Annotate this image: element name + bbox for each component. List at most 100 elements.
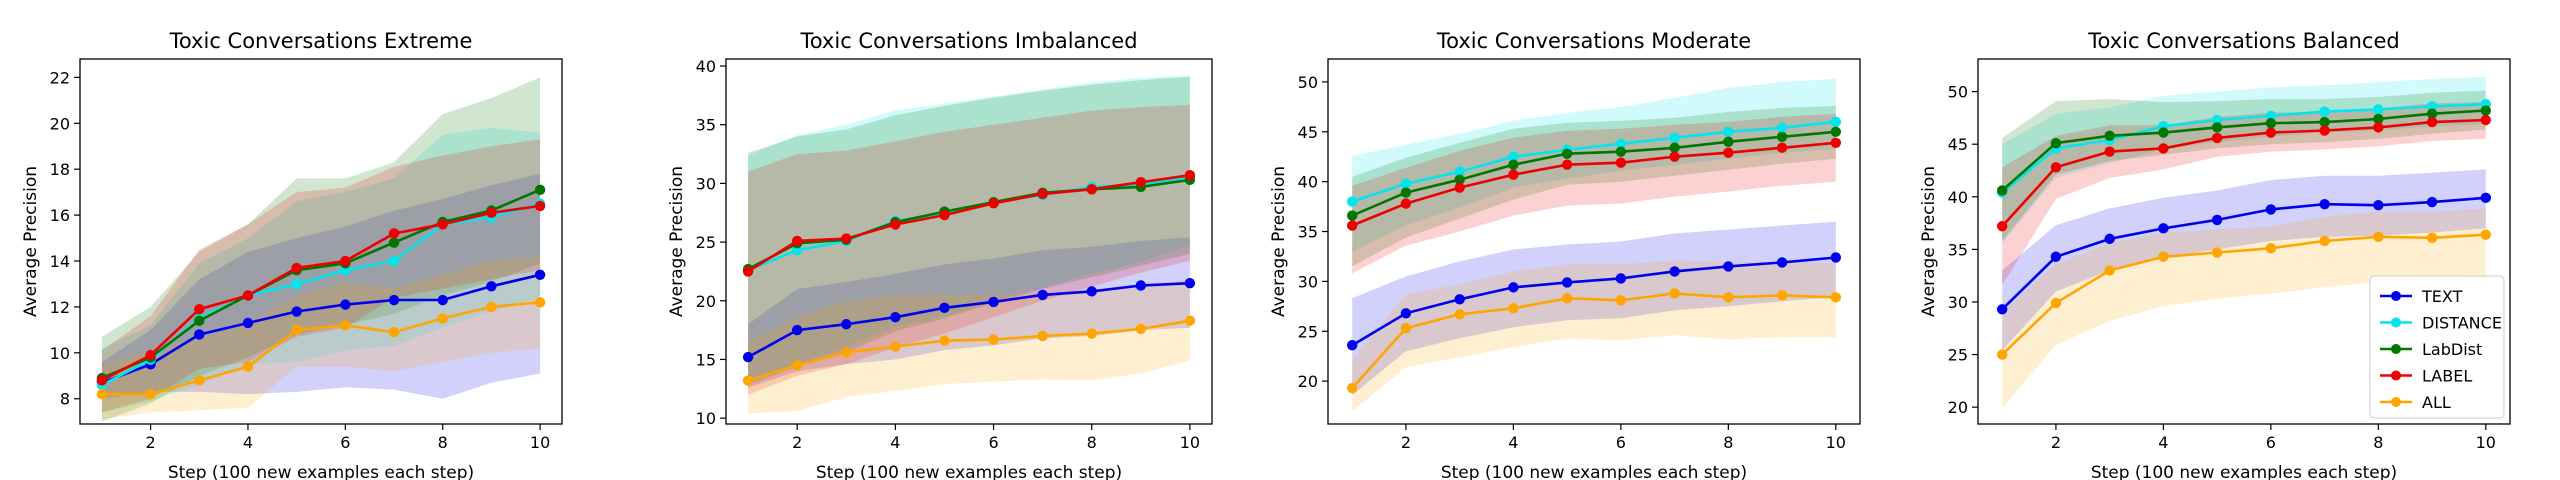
data-point-label (939, 209, 950, 221)
x-tick-label: 2 (146, 433, 156, 452)
x-tick-label: 8 (1087, 433, 1097, 452)
y-axis-label: Average Precision (1919, 166, 1939, 317)
band-all (1352, 260, 1836, 411)
data-point-text (2480, 192, 2492, 204)
data-point-label (791, 235, 803, 247)
plot-frame (1977, 58, 2511, 425)
chart-panel-2: 2 4 6 8 10 10 15 20 25 30 35 40 Toxic Conversations … (667, 29, 1213, 480)
data-point-label (291, 262, 302, 274)
data-point-all (742, 375, 754, 386)
x-tick-label: 2 (2051, 433, 2061, 452)
data-point-label (2426, 116, 2438, 128)
band-labdist (101, 77, 541, 422)
data-point-labdist (388, 237, 400, 248)
chart-title: Toxic Conversations Extreme (169, 29, 473, 53)
data-point-all (145, 388, 156, 400)
legend-box (2369, 275, 2505, 419)
x-tick-label: 8 (438, 433, 448, 452)
y-axis-label: Average Precision (1269, 166, 1289, 317)
y-tick-label: 10 (50, 344, 70, 363)
data-point-text (2211, 214, 2223, 226)
legend-swatch-marker (2391, 344, 2401, 354)
data-point-all (1669, 288, 1680, 299)
data-point-distance (1346, 196, 1358, 207)
data-point-all (1037, 330, 1048, 342)
series-line-text (101, 273, 541, 384)
data-point-text (2050, 251, 2062, 262)
y-tick-label: 12 (50, 298, 70, 317)
data-point-all (437, 313, 448, 324)
data-point-label (890, 219, 901, 230)
data-point-distance (1615, 138, 1627, 149)
x-tick-label: 4 (2158, 433, 2168, 452)
y-tick-label: 22 (50, 68, 70, 87)
data-point-all (534, 297, 546, 308)
data-point-label (340, 255, 351, 267)
x-tick-label: 10 (1826, 433, 1846, 452)
data-point-label (2158, 143, 2169, 154)
data-point-text (1135, 280, 1147, 291)
chart-title: Toxic Conversations Imbalanced (799, 29, 1137, 53)
plot-frame (79, 58, 563, 425)
series-line-distance (1351, 120, 1836, 203)
data-point-distance (291, 278, 302, 290)
data-point-label (1135, 177, 1147, 188)
data-point-labdist (2426, 108, 2438, 119)
series-line-all (1351, 292, 1836, 389)
x-tick-label: 8 (1723, 433, 1733, 452)
y-tick-label: 18 (50, 160, 70, 179)
data-point-label (534, 200, 546, 212)
data-point-all (1508, 303, 1519, 314)
data-point-all (939, 335, 950, 346)
data-point-all (242, 361, 254, 372)
series-line-label (747, 173, 1191, 273)
data-point-label (1776, 142, 1788, 153)
y-tick-label: 45 (1298, 123, 1318, 142)
data-point-label (2265, 127, 2277, 138)
y-tick-label: 35 (696, 116, 716, 135)
series-line-labdist (747, 178, 1191, 271)
data-point-label (1723, 147, 1734, 158)
data-point-all (1454, 309, 1465, 320)
data-point-label (242, 290, 254, 301)
data-point-text (1508, 282, 1519, 293)
data-point-all (1400, 323, 1412, 334)
data-point-label (988, 198, 999, 209)
band-label (2002, 102, 2486, 286)
data-point-all (2211, 247, 2223, 258)
data-point-text (1037, 289, 1048, 301)
band-all (2002, 208, 2486, 409)
x-axis-label: Step (100 new examples each step) (1441, 463, 1747, 480)
x-tick-label: 4 (1508, 433, 1518, 452)
data-point-label (1615, 157, 1627, 168)
data-point-text (791, 324, 803, 336)
y-tick-label: 30 (1948, 293, 1968, 312)
legend-swatch-marker (2391, 317, 2401, 328)
y-tick-label: 45 (1948, 135, 1968, 154)
chart-title: Toxic Conversations Balanced (2087, 29, 2399, 53)
data-point-text (486, 281, 497, 292)
data-point-all (340, 320, 351, 331)
data-point-text (1400, 308, 1412, 319)
data-point-labdist (2158, 127, 2169, 138)
series-line-text (747, 281, 1190, 359)
legend-swatch-marker (2391, 291, 2401, 301)
data-point-labdist (1723, 136, 1734, 147)
data-point-labdist (1669, 142, 1680, 153)
data-point-text (1996, 304, 2008, 315)
data-point-label (1508, 169, 1519, 180)
data-point-distance (1508, 151, 1519, 162)
legend-swatch-marker (2391, 397, 2401, 407)
y-tick-label: 16 (50, 206, 70, 225)
x-tick-label: 6 (340, 433, 350, 452)
data-point-labdist (2211, 122, 2223, 133)
y-tick-label: 25 (1298, 322, 1318, 341)
data-point-label (1454, 182, 1465, 193)
series-line-all (101, 301, 541, 396)
data-point-label (1400, 198, 1412, 209)
band-all (748, 279, 1190, 414)
y-tick-label: 35 (1298, 223, 1318, 242)
data-point-label (486, 207, 497, 219)
data-point-text (841, 319, 852, 330)
